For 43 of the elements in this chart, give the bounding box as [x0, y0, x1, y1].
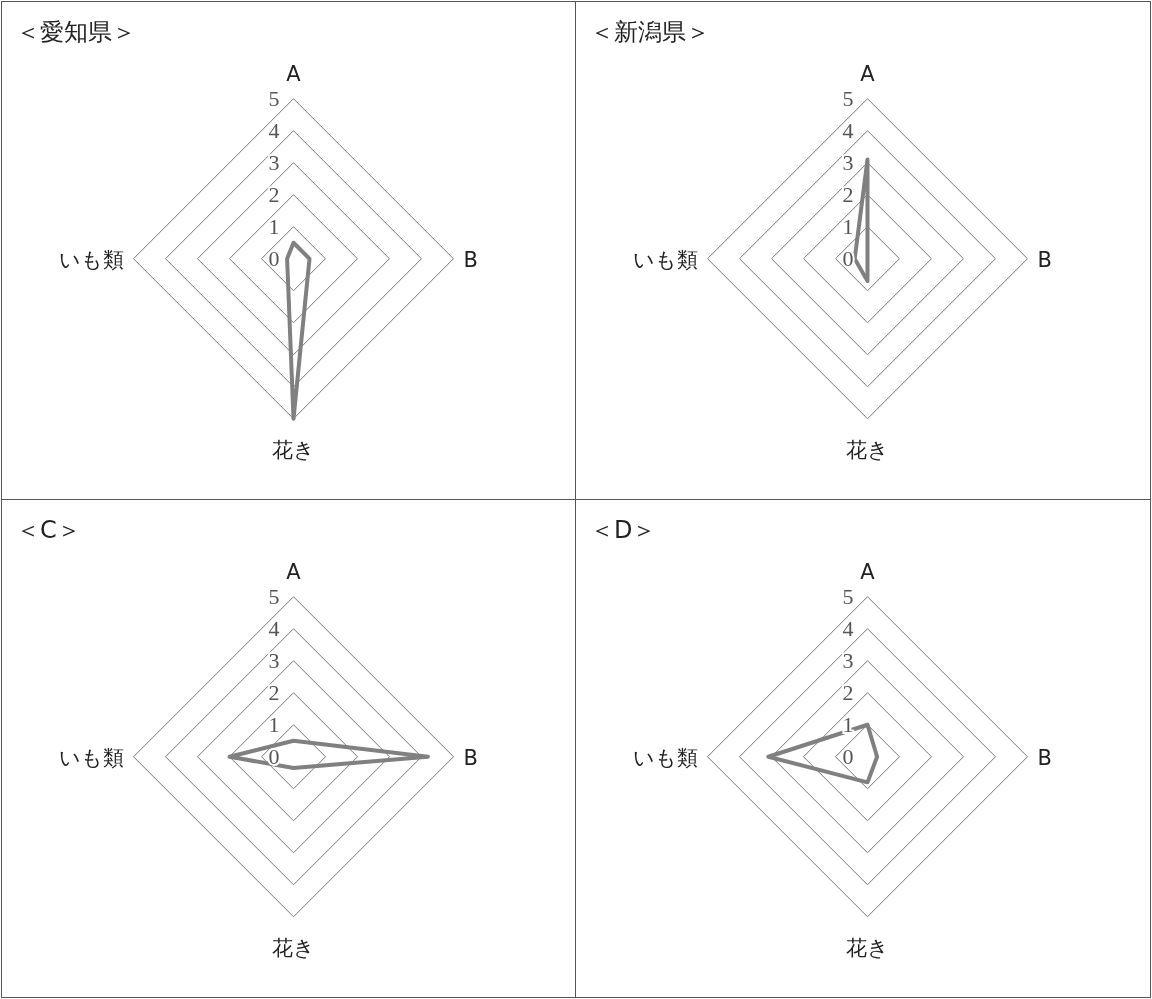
y-tick-label: 3 [268, 647, 280, 673]
spoke-label: B [1037, 745, 1052, 770]
y-tick-label: 3 [842, 149, 854, 175]
y-tick-label: 3 [268, 149, 280, 175]
spoke-label: A [286, 559, 302, 584]
y-tick-label: 0 [268, 245, 280, 271]
spoke-label: 花き [272, 437, 315, 462]
y-tick-label: 3 [842, 647, 854, 673]
y-tick-label: 5 [842, 85, 854, 111]
y-tick-label: 2 [268, 181, 280, 207]
spoke-label: 花き [272, 935, 315, 960]
y-tick-label: 1 [842, 213, 854, 239]
spoke-label: A [860, 559, 876, 584]
y-tick-label: 4 [268, 615, 280, 641]
spoke-label: B [463, 247, 478, 272]
chart-title: ＜C＞ [16, 515, 81, 544]
y-tick-label: 4 [842, 117, 854, 143]
y-tick-label: 0 [842, 245, 854, 271]
y-tick-label: 5 [268, 583, 280, 609]
y-tick-label: 5 [268, 85, 280, 111]
spoke-label: いも類 [632, 247, 698, 272]
y-tick-label: 1 [268, 213, 280, 239]
chart-title: ＜新潟県＞ [590, 18, 710, 46]
spoke-label: A [860, 61, 876, 86]
chart-title: ＜愛知県＞ [16, 18, 136, 46]
y-tick-label: 2 [268, 679, 280, 705]
y-tick-label: 0 [842, 743, 854, 769]
spoke-label: A [286, 61, 302, 86]
spoke-label: いも類 [632, 745, 698, 770]
y-tick-label: 4 [268, 117, 280, 143]
spoke-label: 花き [846, 935, 889, 960]
y-tick-label: 4 [842, 615, 854, 641]
spoke-label: B [1037, 247, 1052, 272]
spoke-label: 花き [846, 437, 889, 462]
spoke-label: いも類 [58, 745, 124, 770]
y-tick-label: 2 [842, 181, 854, 207]
chart-title: ＜D＞ [590, 515, 657, 544]
spoke-label: いも類 [58, 247, 124, 272]
spoke-label: B [463, 745, 478, 770]
y-tick-label: 5 [842, 583, 854, 609]
y-tick-label: 0 [268, 743, 280, 769]
y-tick-label: 1 [268, 711, 280, 737]
y-tick-label: 2 [842, 679, 854, 705]
